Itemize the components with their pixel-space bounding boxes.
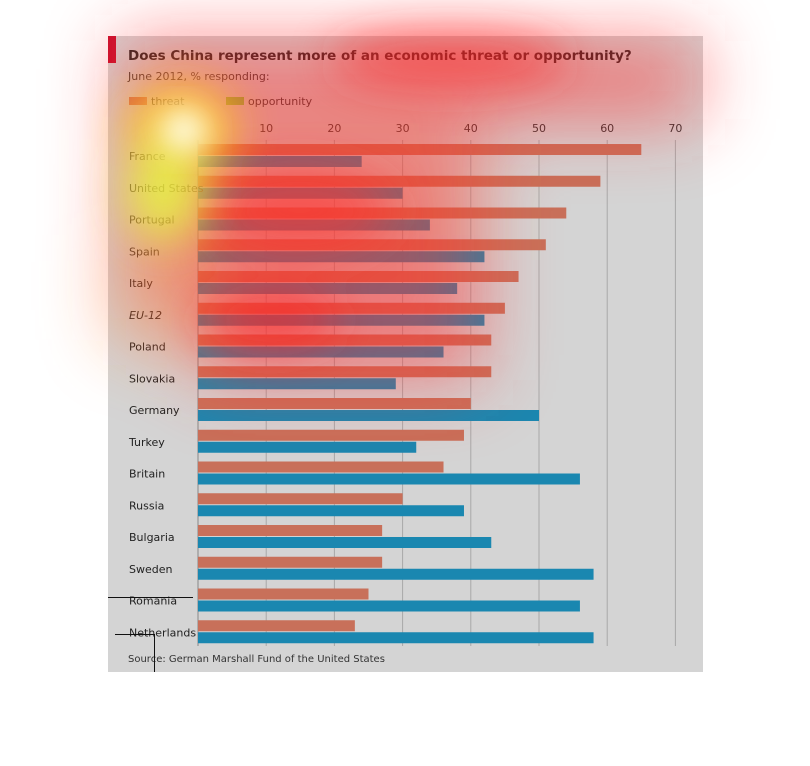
bar-threat xyxy=(198,493,403,505)
bar-threat xyxy=(198,302,505,314)
bar-opportunity xyxy=(198,537,492,548)
category-label: Poland xyxy=(129,341,166,354)
chart-source: Source: German Marshall Fund of the Unit… xyxy=(128,654,385,665)
category-label: EU-12 xyxy=(129,309,162,322)
bar-opportunity xyxy=(198,378,396,390)
category-label: Spain xyxy=(129,245,160,258)
bar-threat xyxy=(198,588,369,600)
bar-threat xyxy=(198,461,444,473)
x-tick-label: 50 xyxy=(532,122,546,135)
bar-opportunity xyxy=(198,283,458,294)
category-label: Bulgaria xyxy=(129,531,175,544)
bar-opportunity xyxy=(198,251,485,263)
x-tick-label: 70 xyxy=(668,122,682,135)
bar-threat xyxy=(198,525,383,536)
x-tick-label: 30 xyxy=(396,122,410,135)
bar-threat xyxy=(198,175,601,187)
bar-opportunity xyxy=(198,600,580,612)
category-label: Portugal xyxy=(129,214,175,227)
bar-opportunity xyxy=(198,314,485,326)
bar-opportunity xyxy=(198,187,403,199)
x-tick-label: 60 xyxy=(600,122,614,135)
bar-opportunity xyxy=(198,410,539,421)
category-label: France xyxy=(129,150,166,163)
bar-opportunity xyxy=(198,632,594,644)
bar-threat xyxy=(198,334,492,346)
accent-bar xyxy=(108,36,116,63)
category-label: Sweden xyxy=(129,563,172,576)
bar-opportunity xyxy=(198,156,362,167)
bar-threat xyxy=(198,620,355,632)
bar-threat xyxy=(198,366,492,378)
bar-threat xyxy=(198,144,642,155)
category-label: Turkey xyxy=(128,436,165,449)
bar-opportunity xyxy=(198,346,444,358)
cursor-line-short xyxy=(115,634,155,635)
bar-opportunity xyxy=(198,441,417,453)
category-label: Britain xyxy=(129,468,165,481)
x-tick-label: 40 xyxy=(464,122,478,135)
category-label: United States xyxy=(129,182,204,195)
x-tick-label: 20 xyxy=(327,122,341,135)
bar-threat xyxy=(198,271,519,282)
category-label: Germany xyxy=(129,404,180,417)
bar-opportunity xyxy=(198,568,594,580)
bar-threat xyxy=(198,429,464,441)
category-label: Slovakia xyxy=(129,372,175,385)
category-label: Russia xyxy=(129,499,164,512)
bar-threat xyxy=(198,556,383,568)
category-label: Netherlands xyxy=(129,626,196,639)
bar-opportunity xyxy=(198,505,464,517)
bar-threat xyxy=(198,398,471,409)
bar-threat xyxy=(198,239,546,251)
cursor-line-horizontal xyxy=(108,597,193,598)
cursor-line-vertical xyxy=(154,634,155,672)
bar-opportunity xyxy=(198,473,580,485)
x-tick-label: 10 xyxy=(259,122,273,135)
category-label: Italy xyxy=(129,277,153,290)
bar-threat xyxy=(198,207,567,219)
bar-opportunity xyxy=(198,219,430,231)
